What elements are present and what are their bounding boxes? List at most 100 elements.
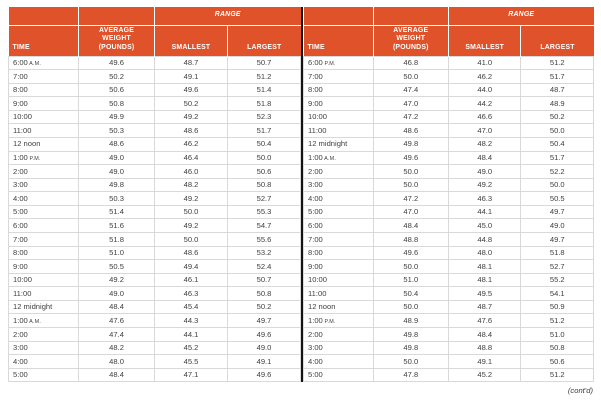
avg-weight-cell: 50.5 bbox=[78, 259, 155, 274]
smallest-cell: 48.7 bbox=[153, 55, 228, 71]
header-spacer bbox=[78, 7, 155, 26]
largest-cell: 51.8 bbox=[226, 96, 302, 111]
largest-cell: 55.2 bbox=[520, 272, 594, 288]
time-cell: 8:00 bbox=[7, 82, 80, 98]
table-row: 11:00 50.3 48.6 51.7 bbox=[7, 123, 302, 138]
smallest-cell: 49.2 bbox=[153, 109, 228, 125]
weight-range-tables: RANGE TIME AVERAGE WEIGHT (POUNDS) SMALL… bbox=[7, 7, 594, 383]
table-body: 6:00 A.M. 49.6 48.7 50.7 7:00 50.2 49.1 51.2 8:0… bbox=[7, 55, 302, 383]
smallest-cell: 48.2 bbox=[153, 177, 228, 193]
table-row: 7:00 50.2 49.1 51.2 bbox=[7, 69, 302, 84]
meridiem-label: A.M. bbox=[27, 60, 42, 67]
largest-cell: 50.7 bbox=[226, 55, 302, 71]
average-weight-column-header: AVERAGE WEIGHT (POUNDS) bbox=[372, 24, 449, 56]
avg-weight-cell: 47.2 bbox=[372, 191, 449, 206]
time-column-header: TIME bbox=[303, 24, 374, 56]
avg-weight-cell: 47.0 bbox=[372, 96, 449, 111]
largest-cell: 53.2 bbox=[226, 245, 302, 261]
smallest-cell: 48.7 bbox=[447, 299, 522, 315]
table-row: 2:00 49.8 48.4 51.0 bbox=[303, 327, 594, 342]
smallest-cell: 49.2 bbox=[153, 218, 228, 234]
largest-cell: 49.6 bbox=[226, 367, 302, 383]
largest-cell: 48.9 bbox=[520, 96, 594, 111]
time-cell: 10:00 bbox=[7, 272, 80, 288]
largest-column-header: LARGEST bbox=[226, 24, 301, 56]
data-table: RANGE TIME AVERAGE WEIGHT (POUNDS) SMALL… bbox=[7, 7, 302, 383]
time-cell: 10:00 bbox=[303, 109, 374, 125]
avg-weight-cell: 48.6 bbox=[78, 136, 155, 152]
smallest-cell: 45.2 bbox=[447, 367, 522, 383]
smallest-cell: 48.4 bbox=[447, 327, 522, 342]
avg-weight-cell: 49.9 bbox=[78, 109, 155, 125]
smallest-cell: 46.6 bbox=[447, 109, 522, 125]
avg-weight-cell: 50.2 bbox=[78, 69, 155, 84]
smallest-cell: 44.2 bbox=[447, 96, 522, 111]
table-row: 5:00 48.4 47.1 49.6 bbox=[7, 367, 302, 383]
smallest-cell: 47.1 bbox=[153, 367, 228, 383]
largest-cell: 49.7 bbox=[226, 313, 302, 329]
time-cell: 2:00 bbox=[303, 164, 374, 179]
table-header: RANGE TIME AVERAGE WEIGHT (POUNDS) SMALL… bbox=[303, 7, 594, 56]
table-row: 12 noon 48.6 46.2 50.4 bbox=[7, 136, 302, 152]
smallest-cell: 48.1 bbox=[447, 272, 522, 288]
smallest-cell: 46.3 bbox=[447, 191, 522, 206]
largest-cell: 49.7 bbox=[520, 204, 594, 220]
smallest-cell: 48.6 bbox=[153, 123, 228, 138]
largest-cell: 51.2 bbox=[520, 313, 594, 329]
largest-cell: 50.6 bbox=[520, 354, 594, 369]
table-row: 9:00 47.0 44.2 48.9 bbox=[303, 96, 594, 111]
smallest-cell: 50.2 bbox=[153, 96, 228, 111]
time-cell: 8:00 bbox=[7, 245, 80, 261]
time-cell: 12 noon bbox=[303, 299, 374, 315]
largest-cell: 50.7 bbox=[226, 272, 302, 288]
table-row: 7:00 51.8 50.0 55.6 bbox=[7, 232, 302, 247]
avg-weight-cell: 50.0 bbox=[372, 177, 449, 193]
avg-weight-cell: 47.4 bbox=[372, 82, 449, 98]
avg-weight-cell: 50.0 bbox=[372, 299, 449, 315]
smallest-cell: 46.1 bbox=[153, 272, 228, 288]
smallest-cell: 49.6 bbox=[153, 82, 228, 98]
weights-table-right: RANGE TIME AVERAGE WEIGHT (POUNDS) SMALL… bbox=[301, 7, 594, 383]
table-row: 11:00 48.6 47.0 50.0 bbox=[303, 123, 594, 138]
largest-cell: 50.6 bbox=[226, 164, 302, 179]
time-cell: 12 midnight bbox=[7, 299, 80, 315]
table-row: 3:00 49.8 48.8 50.8 bbox=[303, 340, 594, 356]
time-cell: 4:00 bbox=[303, 354, 374, 369]
table-row: 11:00 49.0 46.3 50.8 bbox=[7, 286, 302, 301]
continued-label: (cont'd) bbox=[567, 386, 593, 395]
table-row: 7:00 50.0 46.2 51.7 bbox=[303, 69, 594, 84]
largest-cell: 50.4 bbox=[226, 136, 302, 152]
table-row: 8:00 50.6 49.6 51.4 bbox=[7, 82, 302, 98]
time-cell: 12 noon bbox=[7, 136, 80, 152]
table-row: 8:00 51.0 48.6 53.2 bbox=[7, 245, 302, 261]
smallest-cell: 45.5 bbox=[153, 354, 228, 369]
time-cell: 9:00 bbox=[303, 96, 374, 111]
weights-table-left: RANGE TIME AVERAGE WEIGHT (POUNDS) SMALL… bbox=[7, 7, 302, 383]
smallest-cell: 49.1 bbox=[447, 354, 522, 369]
time-cell: 2:00 bbox=[303, 327, 374, 342]
time-cell: 9:00 bbox=[303, 259, 374, 274]
time-cell: 4:00 bbox=[7, 191, 80, 206]
table-row: 1:00 P.M. 49.0 46.4 50.0 bbox=[7, 150, 302, 166]
header-spacer bbox=[303, 7, 374, 26]
table-row: 4:00 50.3 49.2 52.7 bbox=[7, 191, 302, 206]
table-row: 9:00 50.0 48.1 52.7 bbox=[303, 259, 594, 274]
avg-weight-cell: 48.8 bbox=[372, 232, 449, 247]
avg-weight-cell: 48.0 bbox=[78, 354, 155, 369]
smallest-cell: 45.4 bbox=[153, 299, 228, 315]
table-row: 6:00 51.6 49.2 54.7 bbox=[7, 218, 302, 234]
largest-cell: 51.8 bbox=[520, 245, 594, 261]
largest-cell: 50.8 bbox=[226, 286, 302, 301]
avg-weight-cell: 49.0 bbox=[78, 150, 155, 166]
largest-cell: 51.7 bbox=[226, 123, 302, 138]
time-cell: 1:00 A.M. bbox=[303, 150, 374, 166]
avg-weight-cell: 51.8 bbox=[78, 232, 155, 247]
largest-cell: 54.7 bbox=[226, 218, 302, 234]
avg-weight-cell: 50.6 bbox=[78, 82, 155, 98]
smallest-cell: 50.0 bbox=[153, 232, 228, 247]
largest-cell: 52.7 bbox=[226, 191, 302, 206]
avg-weight-cell: 50.0 bbox=[372, 69, 449, 84]
table-row: 5:00 51.4 50.0 55.3 bbox=[7, 204, 302, 220]
table-body: 6:00 P.M. 46.8 41.0 51.2 7:00 50.0 46.2 51.7 8:0… bbox=[303, 55, 594, 383]
smallest-cell: 44.1 bbox=[447, 204, 522, 220]
